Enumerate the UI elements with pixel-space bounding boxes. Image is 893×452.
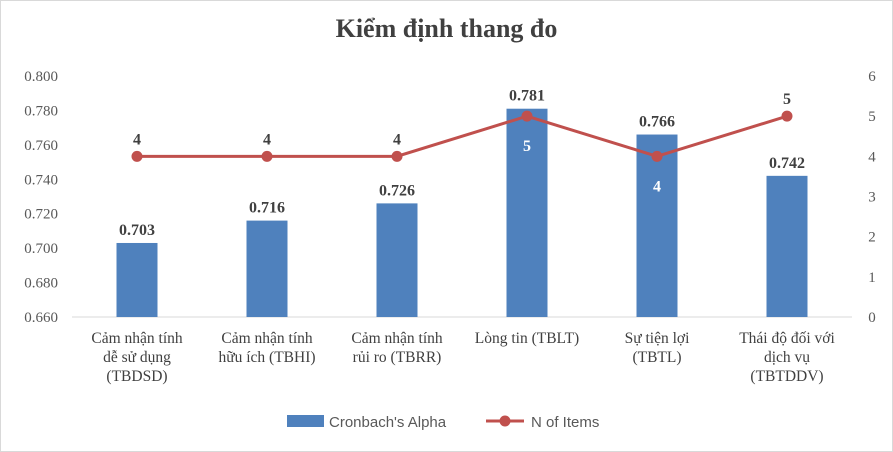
left-axis-ticks: 0.660 0.680 0.700 0.720 0.740 0.760 0.780 0.800: [24, 69, 58, 326]
bar: [246, 220, 288, 317]
right-tick-label: 4: [868, 149, 876, 165]
category-label: (TBTDDV): [750, 368, 823, 385]
bar: [506, 108, 548, 317]
line-data-label: 4: [393, 131, 401, 148]
left-tick-label: 0.780: [24, 103, 58, 119]
left-tick-label: 0.800: [24, 69, 58, 85]
line-point: [131, 150, 143, 162]
right-tick-label: 5: [868, 109, 876, 125]
line-point: [391, 150, 403, 162]
right-tick-label: 6: [868, 69, 876, 85]
chart-title: Kiểm định thang đo: [335, 14, 558, 43]
line-point: [261, 150, 273, 162]
legend-label: Cronbach's Alpha: [329, 414, 447, 431]
series-line: [137, 114, 788, 158]
line-point: [651, 150, 663, 162]
bar-data-labels: 0.703 0.716 0.726 0.781 0.766 0.742: [119, 88, 805, 239]
category-label: rủi ro (TBRR): [353, 349, 442, 366]
category-label: Cảm nhận tính: [91, 330, 183, 347]
category-labels: Cảm nhận tính dễ sử dụng (TBDSD) Cảm nhận t…: [91, 330, 835, 385]
line-data-label: 4: [653, 178, 661, 195]
line-data-label: 5: [783, 91, 791, 108]
left-tick-label: 0.720: [24, 207, 58, 223]
legend-line-marker: [499, 415, 511, 427]
left-tick-label: 0.760: [24, 138, 58, 154]
right-tick-label: 0: [868, 310, 876, 326]
category-label: dễ sử dụng: [103, 349, 171, 366]
line-point: [781, 110, 793, 122]
right-tick-label: 3: [868, 190, 876, 206]
bar-data-label: 0.781: [509, 88, 545, 105]
category-label: Sự tiện lợi: [625, 330, 691, 347]
category-label: Cảm nhận tính: [351, 330, 443, 347]
line-point: [521, 110, 533, 122]
bar: [766, 175, 808, 317]
bar-series: [116, 108, 808, 317]
bar-data-label: 0.766: [639, 114, 675, 131]
left-tick-label: 0.700: [24, 241, 58, 257]
bar-data-label: 0.703: [119, 222, 155, 239]
category-label: Cảm nhận tính: [221, 330, 313, 347]
bar: [636, 134, 678, 317]
category-label: hữu ích (TBHI): [218, 349, 315, 366]
legend: Cronbach's Alpha N of Items: [287, 414, 599, 431]
legend-bar-swatch: [287, 415, 324, 427]
category-label: dịch vụ: [764, 349, 810, 366]
line-data-label: 5: [523, 138, 531, 155]
right-tick-label: 1: [868, 270, 876, 286]
right-axis-ticks: 0 1 2 3 4 5 6: [868, 69, 876, 326]
left-tick-label: 0.740: [24, 172, 58, 188]
category-label: Lòng tin (TBLT): [475, 330, 579, 347]
bar-data-label: 0.742: [769, 155, 805, 172]
category-label: (TBDSD): [106, 368, 167, 385]
line-data-labels: 4 4 4 5 4 5: [133, 91, 791, 195]
line-series: [131, 110, 793, 162]
line-data-label: 4: [263, 131, 271, 148]
bar-data-label: 0.716: [249, 200, 285, 217]
bar: [116, 242, 158, 317]
bar-data-label: 0.726: [379, 182, 415, 199]
category-label: (TBTL): [632, 349, 681, 366]
left-tick-label: 0.660: [24, 310, 58, 326]
legend-label: N of Items: [531, 414, 599, 431]
left-tick-label: 0.680: [24, 276, 58, 292]
right-tick-label: 2: [868, 230, 876, 246]
category-label: Thái độ đối với: [739, 330, 835, 347]
bar: [376, 203, 418, 317]
line-data-label: 4: [133, 131, 141, 148]
